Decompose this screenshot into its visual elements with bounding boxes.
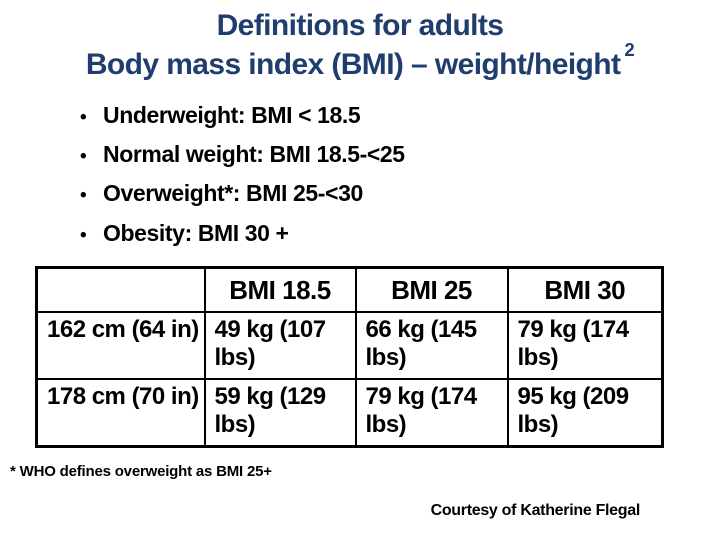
table-cell: 79 kg (174 lbs) [506, 311, 664, 380]
table-cell-height-162: 162 cm (64 in) [35, 311, 206, 380]
title-superscript: 2 [624, 39, 635, 61]
table-cell-height-178: 178 cm (70 in) [35, 378, 206, 448]
footnote: * WHO defines overweight as BMI 25+ [10, 463, 272, 480]
bullet-text: Overweight*: BMI 25-<30 [103, 180, 363, 207]
bullet-item-normal-weight: • Normal weight: BMI 18.5-<25 [80, 140, 405, 168]
table-cell: 95 kg (209 lbs) [506, 378, 664, 448]
table-header-bmi-25: BMI 25 [354, 266, 509, 313]
table-cell: 66 kg (145 lbs) [354, 311, 509, 380]
bullet-item-overweight: • Overweight*: BMI 25-<30 [80, 179, 405, 207]
table-cell: 59 kg (129 lbs) [203, 378, 357, 448]
table-header-bmi-30: BMI 30 [506, 266, 664, 313]
bullet-icon: • [80, 185, 87, 207]
table-row: 178 cm (70 in) 59 kg (129 lbs) 79 kg (17… [35, 378, 664, 448]
bullet-item-obesity: • Obesity: BMI 30 + [80, 219, 405, 247]
table-row: 162 cm (64 in) 49 kg (107 lbs) 66 kg (14… [35, 311, 664, 380]
slide-title-block: Definitions for adults Body mass index (… [0, 7, 720, 84]
bmi-weight-table: BMI 18.5 BMI 25 BMI 30 162 cm (64 in) 49… [35, 266, 664, 448]
credit: Courtesy of Katherine Flegal [430, 502, 641, 519]
bullet-text: Normal weight: BMI 18.5-<25 [103, 141, 405, 168]
title-line-2-text: Body mass index (BMI) – weight/height [85, 48, 621, 82]
table-header-row: BMI 18.5 BMI 25 BMI 30 [35, 266, 664, 313]
table-cell: 79 kg (174 lbs) [354, 378, 509, 448]
table-cell: 49 kg (107 lbs) [203, 311, 357, 380]
bullet-item-underweight: • Underweight: BMI < 18.5 [80, 101, 405, 129]
bullet-text: Underweight: BMI < 18.5 [103, 102, 361, 128]
table-header-empty [35, 266, 206, 313]
bullet-icon: • [80, 107, 87, 128]
bullet-icon: • [80, 224, 87, 246]
table-header-bmi-18-5: BMI 18.5 [203, 266, 357, 313]
title-line-2: Body mass index (BMI) – weight/height 2 [0, 39, 720, 84]
title-line-1: Definitions for adults [216, 9, 504, 42]
bullet-list: • Underweight: BMI < 18.5 • Normal weigh… [80, 101, 405, 258]
bullet-text: Obesity: BMI 30 + [103, 219, 289, 246]
bullet-icon: • [80, 146, 87, 168]
